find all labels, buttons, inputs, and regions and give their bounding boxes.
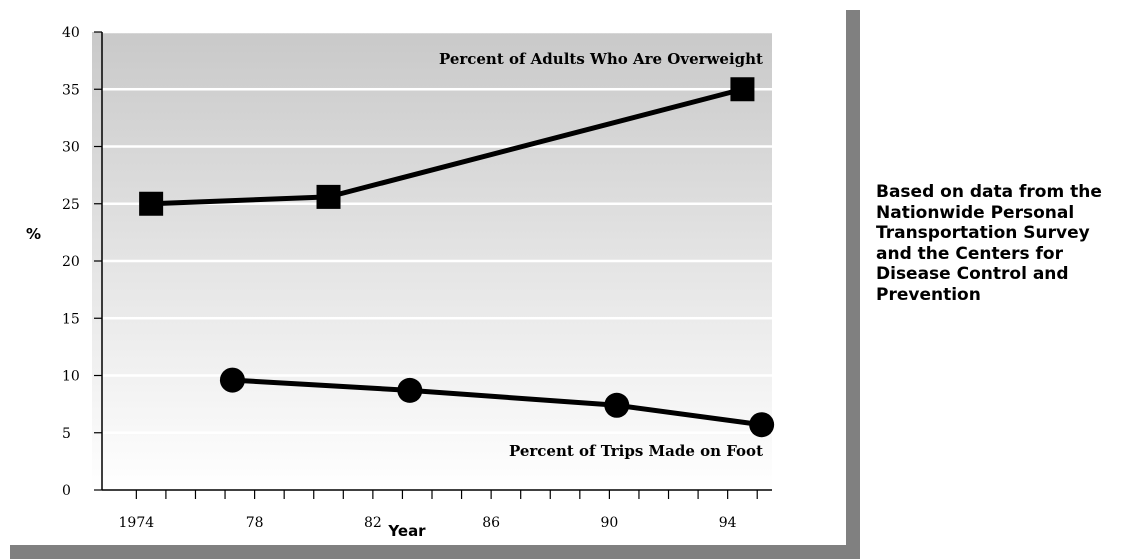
x-tick-label: 1974 (119, 515, 155, 531)
chart-labels: Year% Percent of Adults Who Are Overweigh… (26, 50, 763, 540)
source-note: Based on data from the Nationwide Person… (876, 182, 1102, 305)
y-tick-label: 5 (62, 426, 71, 442)
x-tick-label: 78 (246, 515, 264, 531)
y-tick-label: 10 (62, 369, 80, 385)
frame-shadow-right (846, 10, 860, 559)
data-point-circle (219, 367, 245, 393)
y-tick-label: 40 (62, 25, 80, 41)
x-tick-label: 82 (364, 515, 382, 531)
x-tick-label: 90 (600, 515, 618, 531)
data-point-square (139, 191, 164, 216)
x-tick-label: 94 (719, 515, 737, 531)
series-line-1 (232, 377, 762, 428)
data-point-circle (397, 377, 423, 403)
y-tick-label: 0 (62, 483, 71, 499)
x-tick-label: 86 (482, 515, 500, 531)
x-axis-title: Year (387, 522, 426, 540)
data-point-circle (749, 412, 775, 438)
data-point-square (730, 77, 755, 102)
y-tick-label: 35 (62, 82, 80, 98)
axes (94, 31, 772, 499)
frame-shadow-bottom (10, 545, 860, 559)
series-group (139, 77, 775, 438)
series-label-trips: Percent of Trips Made on Foot (509, 442, 763, 460)
y-tick-label: 30 (62, 140, 80, 156)
tick-labels: 0 5 10 15 20 25 30 35 40 1974 78 82 86 90 94 (62, 25, 737, 531)
line-chart: 0 5 10 15 20 25 30 35 40 1974 78 82 86 90 94 Year% Perc… (26, 25, 775, 540)
data-point-square (316, 184, 341, 209)
y-tick-label: 20 (62, 254, 80, 270)
data-point-circle (604, 392, 630, 418)
y-tick-label: 25 (62, 197, 80, 213)
series-label-overweight: Percent of Adults Who Are Overweight (439, 50, 763, 68)
y-tick-label: 15 (62, 311, 80, 327)
y-axis-title: % (26, 225, 41, 243)
